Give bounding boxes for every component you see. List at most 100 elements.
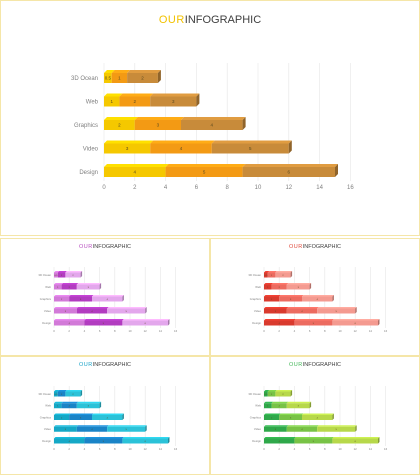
bar-segment-top	[134, 117, 184, 120]
bar-segment	[264, 403, 272, 409]
chart-title: OURINFOGRAPHIC	[1, 14, 419, 26]
data-label: 6	[145, 323, 147, 325]
data-label: 5	[103, 441, 105, 443]
bar-segment-side	[122, 295, 124, 302]
x-tick-label: 10	[338, 447, 342, 451]
data-label: 5	[249, 146, 252, 151]
bar-segment	[54, 415, 70, 420]
category-label: Web	[86, 100, 99, 106]
bar-segment	[76, 308, 108, 314]
x-tick-label: 16	[384, 329, 388, 333]
bar-segment-side	[288, 140, 292, 154]
x-tick-label: 2	[68, 329, 70, 333]
x-tick-label: 6	[309, 329, 311, 333]
bar-segment-top	[104, 140, 154, 144]
category-label: Video	[83, 147, 99, 153]
x-tick-label: 14	[159, 447, 163, 451]
bar-segment	[279, 415, 302, 420]
bar-segment	[84, 438, 123, 444]
bar-segment-top	[286, 401, 312, 404]
bar-segment-top	[275, 390, 293, 392]
data-label: 6	[288, 170, 291, 175]
data-label: 5	[313, 323, 315, 325]
bar-segment	[54, 320, 85, 326]
bar-segment	[84, 320, 123, 326]
bar-segment	[181, 120, 243, 130]
category-label: 3D Ocean	[248, 273, 261, 277]
bar-segment	[294, 320, 333, 326]
bar-segment-top	[57, 271, 67, 273]
bar-segment	[54, 391, 58, 397]
data-label: 2	[271, 299, 273, 301]
bar-segment-top	[332, 437, 380, 439]
bar-segment	[92, 415, 123, 420]
x-tick-label: 8	[324, 447, 326, 451]
data-label: 3	[290, 299, 292, 301]
data-label: 0.5	[54, 275, 58, 277]
bar-segment	[317, 308, 356, 314]
bar-segment	[211, 143, 289, 154]
category-label: Design	[252, 439, 261, 443]
data-label: 2	[134, 99, 137, 104]
category-label: 3D Ocean	[248, 392, 261, 396]
bar-segment-side	[99, 283, 102, 290]
bar-segment-side	[378, 437, 380, 444]
bar-segment	[275, 272, 291, 278]
bar-segment	[69, 296, 92, 302]
bar-segment	[76, 403, 100, 409]
bar-segment-top	[150, 140, 215, 144]
data-label: 4	[301, 429, 303, 431]
bar-segment-side	[196, 93, 200, 107]
chart-panel-green: OURINFOGRAPHIC 0 2 4 6 8 10 12 14 16 4 5 6 Design 3 4 5…	[210, 356, 420, 475]
title-accent: OUR	[158, 14, 185, 26]
bar-segment-side	[309, 401, 312, 409]
bar-segment-top	[294, 319, 334, 321]
bar-segment-top	[92, 295, 124, 297]
bar-segment-top	[61, 283, 79, 285]
bar-segment	[134, 120, 181, 130]
bar-segment	[150, 143, 212, 154]
bar-segment-side	[145, 307, 147, 314]
bar-segment	[267, 391, 276, 397]
category-label: Graphics	[40, 415, 52, 419]
data-label: 3	[65, 429, 67, 431]
category-label: Design	[42, 321, 51, 325]
bar-segment-side	[80, 390, 83, 397]
bar-segment-side	[355, 425, 357, 432]
category-label: Design	[252, 321, 261, 325]
bar-segment-top	[264, 413, 281, 415]
bar-segment	[275, 391, 291, 397]
bar-segment	[57, 272, 66, 278]
bar-segment-top	[84, 319, 124, 321]
x-tick-label: 16	[384, 447, 388, 451]
bar-segment-top	[302, 413, 334, 415]
x-tick-label: 6	[309, 447, 311, 451]
bar-segment	[69, 415, 92, 420]
data-label: 5	[336, 429, 338, 431]
data-label: 3	[80, 299, 82, 301]
data-label: 0.5	[264, 275, 268, 277]
bar-segment-top	[317, 307, 357, 309]
bar-segment-top	[119, 93, 154, 97]
data-label: 4	[69, 441, 71, 443]
data-label: 1	[61, 394, 63, 396]
bar-segment-top	[264, 295, 281, 297]
bar-segment-top	[104, 93, 123, 97]
bar-segment	[302, 296, 333, 302]
data-label: 3	[275, 429, 277, 431]
bar-segment-side	[355, 307, 357, 314]
category-label: Design	[42, 439, 51, 443]
bar-segment	[54, 296, 70, 302]
x-tick-label: 4	[294, 447, 296, 451]
data-label: 2	[61, 417, 63, 419]
bar-segment	[264, 391, 268, 397]
category-label: Graphics	[40, 297, 52, 301]
data-label: 1	[110, 99, 113, 104]
data-label: 5	[126, 311, 128, 313]
bar-segment-top	[302, 295, 334, 297]
data-label: 3	[88, 287, 90, 289]
data-label: 5	[203, 170, 206, 175]
bar-segment	[127, 73, 158, 83]
bar-segment	[165, 167, 243, 177]
